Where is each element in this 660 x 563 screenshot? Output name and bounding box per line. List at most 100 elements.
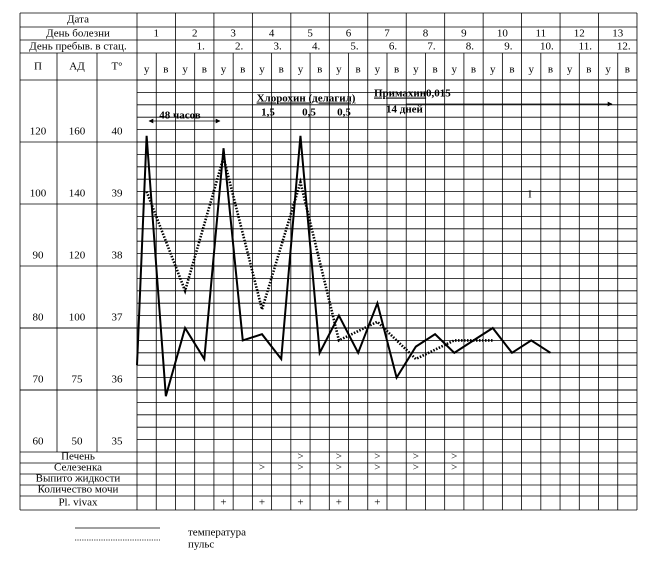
row-cell: > bbox=[374, 462, 380, 474]
row-cell: > bbox=[451, 462, 457, 474]
row-cell: + bbox=[374, 497, 380, 509]
disease-day: 9 bbox=[461, 28, 467, 40]
drug1-dose: 0,5 bbox=[302, 107, 316, 119]
row-label: Выпито жидкости bbox=[36, 473, 121, 485]
shift-label: в bbox=[432, 64, 437, 76]
interval: 48 часов bbox=[159, 110, 201, 122]
legend-label: температура bbox=[188, 527, 246, 539]
shift-label: у bbox=[375, 64, 381, 76]
stay-day: 11. bbox=[579, 41, 593, 53]
disease-day: 12 bbox=[574, 28, 585, 40]
shift-label: у bbox=[490, 64, 496, 76]
row-cell: + bbox=[220, 497, 226, 509]
legend-label: пульс bbox=[188, 539, 214, 551]
temp-tick: 40 bbox=[112, 126, 124, 138]
temp-tick: 38 bbox=[112, 250, 124, 262]
drug2-duration: 14 дней bbox=[386, 104, 424, 116]
disease-day: 10 bbox=[497, 28, 509, 40]
shift-label: в bbox=[471, 64, 476, 76]
shift-label: в bbox=[394, 64, 399, 76]
drug1-dose: 1,5 bbox=[261, 107, 275, 119]
shift-label: у bbox=[452, 64, 458, 76]
bp-label: АД bbox=[69, 61, 85, 73]
bp-tick: 100 bbox=[69, 312, 86, 324]
row-cell: > bbox=[451, 451, 457, 463]
disease-day: 5 bbox=[307, 28, 313, 40]
temp-label: Т° bbox=[111, 61, 122, 73]
stay-day: 6. bbox=[389, 41, 398, 53]
stay-day: 4. bbox=[312, 41, 321, 53]
pulse-tick: 70 bbox=[33, 374, 45, 386]
bp-tick: 50 bbox=[72, 436, 84, 448]
temp-tick: 37 bbox=[112, 312, 124, 324]
row-label: Селезенка bbox=[54, 462, 102, 474]
stay-day: 2. bbox=[235, 41, 244, 53]
pulse-tick: 90 bbox=[33, 250, 45, 262]
pulse-tick: 120 bbox=[30, 126, 47, 138]
shift-label: у bbox=[182, 64, 188, 76]
stay-day: 8. bbox=[466, 41, 475, 53]
shift-label: у bbox=[413, 64, 419, 76]
disease-day: 11 bbox=[536, 28, 547, 40]
shift-label: в bbox=[202, 64, 207, 76]
stay-day: 10. bbox=[540, 41, 554, 53]
shift-label: у bbox=[528, 64, 534, 76]
row-cell: > bbox=[413, 451, 419, 463]
temp-tick: 39 bbox=[112, 188, 124, 200]
pulse-tick: 80 bbox=[33, 312, 45, 324]
shift-label: в bbox=[356, 64, 361, 76]
temp-tick: 36 bbox=[112, 374, 124, 386]
shift-label: в bbox=[586, 64, 591, 76]
disease-day: 2 bbox=[192, 28, 198, 40]
disease-day: 6 bbox=[346, 28, 352, 40]
stay-day: 9. bbox=[504, 41, 513, 53]
drug2: Примахин bbox=[374, 88, 427, 100]
stay-day: 5. bbox=[350, 41, 359, 53]
shift-label: у bbox=[336, 64, 342, 76]
date-label: Дата bbox=[67, 14, 89, 26]
shift-label: у bbox=[298, 64, 304, 76]
stay-day-label: День пребыв. в стац. bbox=[29, 41, 127, 53]
shift-label: в bbox=[317, 64, 322, 76]
shift-label: в bbox=[163, 64, 168, 76]
bp-tick: 120 bbox=[69, 250, 86, 262]
shift-label: в bbox=[548, 64, 553, 76]
shift-label: у bbox=[259, 64, 265, 76]
row-cell: > bbox=[336, 451, 342, 463]
row-label: Pl. vivax bbox=[58, 497, 98, 509]
shift-label: в bbox=[509, 64, 514, 76]
series-line bbox=[145, 152, 493, 361]
bp-tick: 140 bbox=[69, 188, 86, 200]
disease-day: 8 bbox=[423, 28, 429, 40]
drug2-dose: 0,015 bbox=[426, 88, 451, 100]
row-cell: > bbox=[259, 462, 265, 474]
shift-label: у bbox=[144, 64, 150, 76]
pulse-tick: 100 bbox=[30, 188, 47, 200]
bp-tick: 160 bbox=[69, 126, 86, 138]
pulse-label: П bbox=[34, 61, 42, 73]
shift-label: в bbox=[625, 64, 630, 76]
disease-day: 13 bbox=[612, 28, 624, 40]
drug1: Хлорохин (делагил) bbox=[257, 93, 356, 105]
bp-tick: 75 bbox=[72, 374, 84, 386]
row-cell: > bbox=[297, 451, 303, 463]
stay-day: 7. bbox=[427, 41, 436, 53]
disease-day: 3 bbox=[230, 28, 236, 40]
pulse-tick: 60 bbox=[33, 436, 45, 448]
shift-label: в bbox=[240, 64, 245, 76]
disease-day: 1 bbox=[153, 28, 159, 40]
shift-label: в bbox=[279, 64, 284, 76]
row-cell: > bbox=[413, 462, 419, 474]
row-cell: + bbox=[336, 497, 342, 509]
shift-label: у bbox=[567, 64, 573, 76]
temp-tick: 35 bbox=[112, 436, 124, 448]
stay-day: 1. bbox=[197, 41, 206, 53]
row-cell: + bbox=[259, 497, 265, 509]
disease-day: 4 bbox=[269, 28, 275, 40]
series-line bbox=[136, 135, 551, 397]
disease-day: 7 bbox=[384, 28, 390, 40]
row-cell: > bbox=[374, 451, 380, 463]
drug1-dose: 0,5 bbox=[337, 107, 351, 119]
stay-day: 3. bbox=[273, 41, 282, 53]
